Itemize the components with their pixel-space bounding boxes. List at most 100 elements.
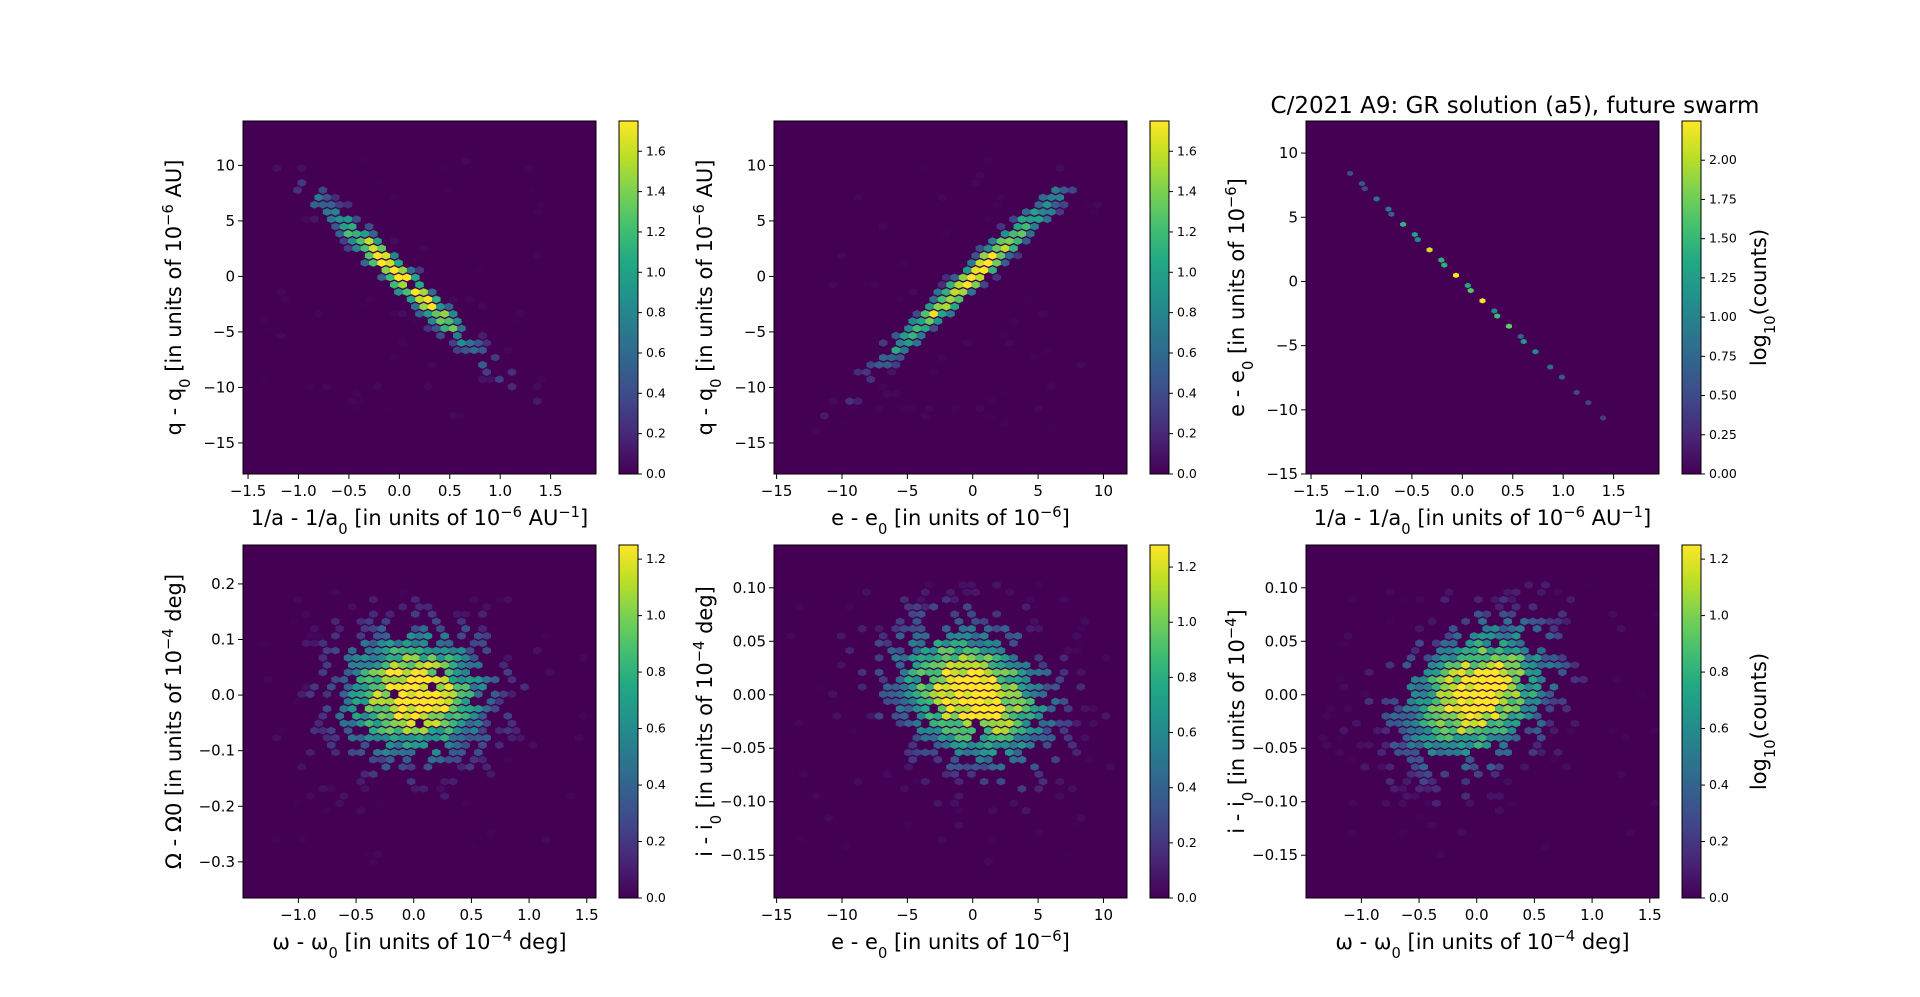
hexbin-cell	[327, 785, 336, 793]
hexbin-cell	[1637, 690, 1647, 699]
hexbin-cell	[1532, 697, 1542, 706]
hexbin-cell	[369, 375, 378, 384]
hexbin-cell	[381, 835, 391, 844]
hexbin-cell	[891, 624, 901, 633]
hexbin-cell	[503, 346, 512, 355]
hexbin-cell	[900, 683, 909, 691]
hexbin-cell	[971, 690, 980, 699]
hexbin-cell	[963, 734, 972, 742]
hexbin-cell	[1558, 653, 1567, 662]
hexbin-cell	[916, 726, 926, 735]
hexbin-cell	[377, 755, 386, 764]
hexbin-cell	[1490, 668, 1500, 677]
x-tick-label: −0.5	[1394, 482, 1430, 500]
hexbin-cell	[887, 295, 896, 304]
hexbin-cell	[1549, 755, 1559, 764]
hexbin-cell	[474, 850, 483, 859]
hexbin-cell	[423, 382, 433, 391]
hexbin-cell	[364, 850, 374, 859]
hexbin-cell	[1373, 726, 1382, 735]
hexbin-cell	[1419, 763, 1428, 771]
hexbin-cell	[255, 382, 265, 391]
hexbin-cell	[1411, 704, 1420, 713]
hexbin-cell	[411, 653, 420, 662]
hexbin-cell	[1562, 763, 1571, 771]
hexbin-cell	[1545, 632, 1554, 640]
hexbin-cell	[933, 683, 943, 691]
hexbin-cell	[394, 259, 403, 267]
hexbin-cell	[1038, 208, 1048, 216]
hexbin-cell	[1528, 603, 1538, 611]
plot-background	[1306, 121, 1659, 474]
hexbin-cell	[465, 690, 475, 699]
plot-frame	[1305, 120, 1660, 475]
hexbin-cell	[1411, 763, 1420, 771]
hexbin-cell	[950, 668, 959, 677]
hexbin-cell	[1537, 719, 1546, 728]
hexbin-cell	[908, 288, 917, 296]
hexbin-cell	[946, 310, 955, 318]
hexbin-cell	[963, 280, 972, 289]
hexbin-cell	[310, 683, 319, 691]
hexbin-cell	[1322, 712, 1332, 720]
hexbin-cell	[853, 193, 863, 202]
hexbin-cell	[545, 639, 555, 648]
hexbin-cell	[1005, 748, 1014, 757]
hexbin-cell	[988, 237, 997, 245]
hexbin-cell	[377, 317, 386, 325]
hexbin-cell	[1076, 814, 1086, 822]
hexbin-cell	[537, 200, 546, 209]
hexbin-cell	[461, 624, 470, 633]
hexbin-cell	[327, 741, 336, 749]
hexbin-cell	[1360, 763, 1370, 771]
colorbar-tick-label: 0.6	[646, 721, 666, 736]
hexbin-cell	[1068, 186, 1077, 194]
hexbin-cell	[301, 215, 311, 224]
hexbin-cell	[1005, 251, 1014, 260]
colorbar-tick-label: 1.00	[1709, 309, 1737, 324]
hexbin-cell	[1423, 799, 1433, 808]
hexbin-cell	[992, 361, 1001, 369]
hexbin-cell	[1009, 229, 1018, 238]
hexbin-cell	[331, 222, 340, 231]
hexbin-cell	[381, 748, 391, 757]
hexbin-cell	[879, 324, 888, 333]
hexbin-cell	[541, 632, 550, 640]
hexbin-cell	[528, 186, 538, 194]
hexbin-cell	[436, 653, 445, 662]
hexbin-cell	[390, 353, 399, 362]
colorbar-tick-label: 0.8	[1177, 669, 1197, 684]
hexbin-cell	[1047, 734, 1056, 742]
hexbin-cell	[1009, 653, 1018, 662]
hexbin-cell	[1457, 697, 1466, 706]
hexbin-cell	[975, 653, 985, 662]
hexbin-cell	[1507, 697, 1517, 706]
hexbin-cell	[322, 193, 332, 202]
y-tick-label: 10	[747, 156, 766, 174]
hexbin-cell	[461, 157, 470, 165]
hexbin-cell	[461, 668, 470, 677]
hexbin-cell	[1084, 200, 1094, 209]
hexbin-cell	[996, 222, 1006, 231]
hexbin-cell	[406, 734, 416, 742]
hexbin-cell	[364, 704, 374, 713]
hexbin-cell	[891, 712, 901, 720]
hexbin-cell	[828, 690, 838, 699]
hexbin-cell	[566, 792, 576, 800]
hexbin-cell	[402, 712, 412, 720]
hexbin-cell	[1026, 683, 1035, 691]
hexbin-cell	[348, 734, 357, 742]
hexbin-cell	[390, 251, 399, 260]
hexbin-cell	[841, 843, 850, 851]
x-tick-label: −1.0	[1343, 906, 1379, 924]
hexbin-cell	[398, 704, 407, 713]
hexbin-cell	[967, 273, 976, 282]
hexbin-cell	[406, 295, 416, 304]
y-tick-label: 10	[1279, 144, 1298, 162]
hexbin-cell	[1478, 704, 1487, 713]
hexbin-cell	[1414, 236, 1421, 243]
hexbin-cell	[440, 661, 449, 669]
hexbin-cell	[1000, 697, 1010, 706]
hexbin-cell	[887, 179, 896, 187]
hexbin-cell	[373, 675, 382, 684]
